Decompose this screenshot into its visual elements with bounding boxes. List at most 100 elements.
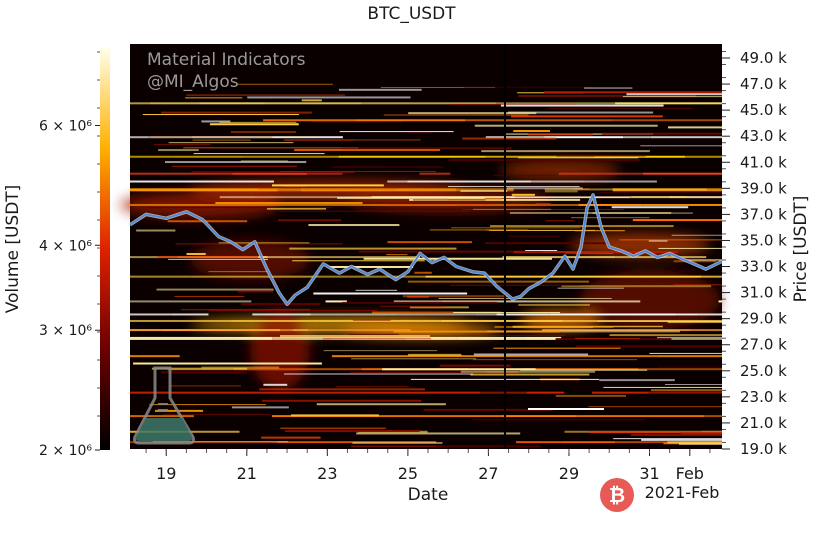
liquidity-band xyxy=(300,188,457,192)
liquidity-band xyxy=(495,102,616,105)
liquidity-band xyxy=(397,313,476,316)
colorbar xyxy=(100,48,110,450)
liquidity-band xyxy=(147,207,332,209)
liquidity-band xyxy=(208,310,378,312)
liquidity-band xyxy=(518,303,590,306)
liquidity-band xyxy=(380,305,445,307)
liquidity-band xyxy=(613,438,722,440)
liquidity-band xyxy=(462,137,557,140)
price-tick-label: 27.0 k xyxy=(740,336,787,354)
liquidity-band xyxy=(278,391,359,394)
liquidity-band xyxy=(279,171,437,173)
liquidity-band xyxy=(130,355,180,358)
liquidity-band xyxy=(574,230,625,232)
liquidity-band xyxy=(350,445,443,447)
liquidity-band xyxy=(355,289,398,291)
liquidity-band xyxy=(130,415,155,418)
liquidity-band xyxy=(338,155,486,158)
liquidity-band xyxy=(676,313,722,316)
liquidity-band xyxy=(563,314,698,316)
liquidity-band xyxy=(525,250,558,252)
liquidity-band xyxy=(509,211,672,214)
liquidity-band xyxy=(448,158,641,161)
x-tick-label: 23 xyxy=(317,464,337,483)
liquidity-band xyxy=(267,256,420,259)
liquidity-band xyxy=(408,353,462,356)
liquidity-band xyxy=(500,104,664,107)
liquidity-band xyxy=(435,445,541,448)
liquidity-band xyxy=(168,142,294,144)
liquidity-band xyxy=(594,155,686,158)
liquidity-band xyxy=(191,275,314,278)
liquidity-band xyxy=(284,139,421,141)
liquidity-band xyxy=(407,280,589,283)
liquidity-band xyxy=(465,355,504,358)
liquidity-band xyxy=(192,139,251,141)
colorbar-tick-label: 6 × 10⁶ xyxy=(39,118,92,134)
liquidity-band xyxy=(657,355,722,358)
liquidity-band xyxy=(611,206,689,209)
liquidity-band xyxy=(219,121,297,123)
liquidity-band xyxy=(244,155,339,158)
heat-glow xyxy=(250,310,310,390)
annotation-brand: Material Indicators xyxy=(147,50,306,70)
liquidity-band xyxy=(544,190,578,193)
liquidity-band xyxy=(451,227,581,229)
liquidity-band xyxy=(154,415,194,418)
liquidity-band xyxy=(230,131,296,133)
liquidity-band xyxy=(481,150,650,153)
liquidity-band xyxy=(247,96,411,99)
liquidity-band xyxy=(157,255,259,258)
liquidity-band xyxy=(667,321,722,324)
liquidity-band xyxy=(511,193,535,196)
liquidity-band xyxy=(361,102,496,105)
liquidity-band xyxy=(258,188,397,190)
liquidity-band xyxy=(668,126,722,129)
liquidity-band xyxy=(130,172,233,175)
liquidity-band xyxy=(560,441,616,444)
liquidity-band xyxy=(385,203,491,205)
liquidity-band xyxy=(271,184,384,187)
liquidity-band xyxy=(508,235,560,237)
liquidity-band xyxy=(356,209,485,211)
liquidity-band xyxy=(169,385,241,387)
x-tick-label: 31 xyxy=(639,464,659,483)
bitcoin-icon: ₿ xyxy=(600,478,634,512)
liquidity-band xyxy=(650,136,722,139)
liquidity-band xyxy=(171,313,209,316)
liquidity-band xyxy=(259,388,425,391)
liquidity-band xyxy=(456,203,579,206)
liquidity-band xyxy=(130,319,231,322)
liquidity-band xyxy=(386,254,408,256)
liquidity-band xyxy=(673,284,722,286)
liquidity-band xyxy=(292,329,309,331)
liquidity-band xyxy=(185,97,243,99)
liquidity-band xyxy=(205,203,350,206)
liquidity-band xyxy=(218,242,310,244)
liquidity-band xyxy=(261,436,321,439)
source-watermark: ₿ xyxy=(600,478,634,512)
liquidity-band xyxy=(588,406,722,408)
liquidity-band xyxy=(262,399,422,402)
liquidity-band xyxy=(648,391,722,394)
liquidity-band xyxy=(338,88,422,91)
liquidity-band xyxy=(496,313,550,316)
liquidity-band xyxy=(136,229,176,232)
liquidity-band xyxy=(493,347,621,349)
liquidity-band xyxy=(641,438,722,441)
liquidity-band xyxy=(480,391,527,394)
liquidity-band xyxy=(356,432,521,435)
liquidity-band xyxy=(542,329,691,332)
liquidity-band xyxy=(240,160,289,162)
liquidity-band xyxy=(130,391,279,394)
liquidity-band xyxy=(489,229,595,231)
liquidity-band xyxy=(557,287,624,289)
price-series xyxy=(129,193,723,307)
liquidity-band xyxy=(167,220,248,223)
price-axis-label: Price [USDT] xyxy=(791,196,811,303)
liquidity-band xyxy=(531,180,585,183)
liquidity-band xyxy=(354,179,403,181)
liquidity-band xyxy=(130,275,192,278)
liquidity-band xyxy=(475,313,497,316)
liquidity-band xyxy=(527,133,593,136)
